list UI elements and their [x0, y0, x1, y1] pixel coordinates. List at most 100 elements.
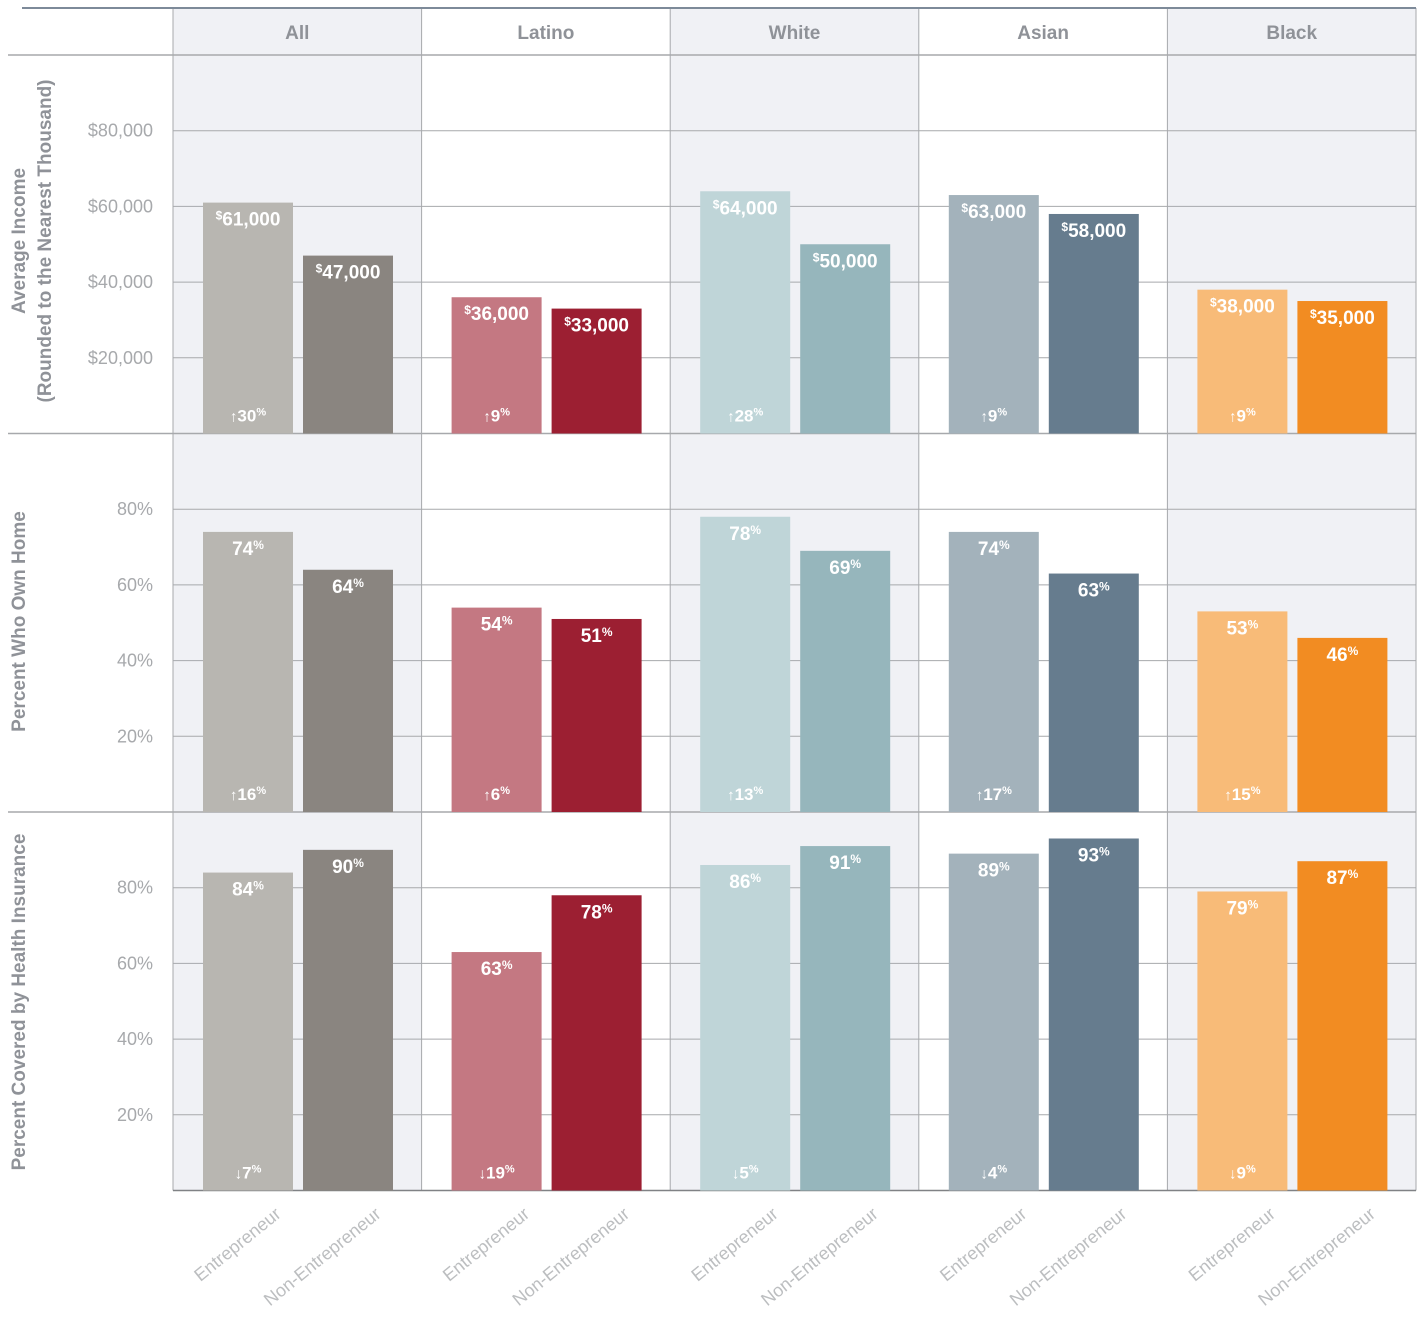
bar-all-entrepreneur [203, 872, 293, 1191]
x-category-label: Entrepreneur [1185, 1204, 1279, 1286]
difference-label: ↓7% [235, 1164, 262, 1183]
y-tick-label: 60% [117, 575, 153, 595]
y-tick-label: 20% [117, 1105, 153, 1125]
bar-all-non-entrepreneur [303, 849, 393, 1191]
data-label: 91% [829, 852, 861, 874]
bar-black-non-entrepreneur [1297, 861, 1388, 1191]
bar-latino-entrepreneur [451, 607, 542, 812]
bar-latino-entrepreneur [451, 952, 542, 1191]
data-label: 63% [1078, 580, 1110, 602]
bar-all-non-entrepreneur [303, 255, 393, 434]
y-axis-label: Average Income [9, 168, 30, 314]
y-tick-label: $40,000 [88, 272, 153, 292]
bar-black-entrepreneur [1197, 289, 1288, 434]
bar-asian-non-entrepreneur [1048, 838, 1139, 1191]
difference-label: ↑17% [976, 785, 1012, 804]
difference-label: ↑9% [980, 407, 1007, 426]
difference-label: ↓4% [980, 1164, 1007, 1183]
bar-asian-entrepreneur [948, 531, 1039, 812]
data-label: $63,000 [961, 201, 1026, 223]
y-tick-label: 40% [117, 651, 153, 671]
bar-all-entrepreneur [203, 531, 293, 812]
difference-label: ↑6% [483, 785, 510, 804]
data-label: 69% [829, 557, 861, 579]
difference-label: ↑13% [727, 785, 763, 804]
data-label: 79% [1226, 897, 1258, 919]
column-header: White [769, 23, 821, 44]
bar-white-non-entrepreneur [800, 550, 891, 812]
data-label: 74% [232, 538, 264, 560]
difference-label: ↓5% [732, 1164, 759, 1183]
bar-white-non-entrepreneur [800, 244, 891, 434]
bar-white-entrepreneur [700, 516, 791, 812]
data-label: 93% [1078, 844, 1110, 866]
bar-white-entrepreneur [700, 864, 791, 1191]
x-category-label: Entrepreneur [190, 1204, 284, 1286]
data-label: 63% [481, 958, 513, 980]
bar-black-entrepreneur [1197, 611, 1288, 812]
bar-black-non-entrepreneur [1297, 637, 1388, 812]
data-label: 54% [481, 614, 513, 636]
y-tick-label: $60,000 [88, 196, 153, 216]
data-label: 84% [232, 879, 264, 901]
data-label: 74% [978, 538, 1010, 560]
bar-latino-entrepreneur [451, 297, 542, 434]
data-label: $38,000 [1210, 296, 1275, 318]
bar-latino-non-entrepreneur [551, 895, 642, 1191]
data-label: $47,000 [316, 262, 381, 284]
x-category-label: Entrepreneur [687, 1204, 781, 1286]
y-tick-label: 80% [117, 878, 153, 898]
x-category-label: Entrepreneur [936, 1204, 1030, 1286]
data-label: 46% [1326, 644, 1358, 666]
data-label: $58,000 [1061, 220, 1126, 242]
data-label: 86% [729, 871, 761, 893]
data-label: $35,000 [1310, 307, 1375, 329]
data-label: $64,000 [713, 197, 778, 219]
bar-asian-non-entrepreneur [1048, 573, 1139, 812]
bar-asian-entrepreneur [948, 853, 1039, 1191]
column-header: Black [1266, 23, 1317, 44]
bar-asian-entrepreneur [948, 195, 1039, 434]
data-label: 78% [729, 523, 761, 545]
data-label: $33,000 [564, 315, 629, 337]
bar-latino-non-entrepreneur [551, 308, 642, 434]
difference-label: ↑28% [727, 407, 763, 426]
bar-black-entrepreneur [1197, 891, 1288, 1191]
difference-label: ↑15% [1224, 785, 1260, 804]
data-label: 90% [332, 856, 364, 878]
y-axis-label: Percent Covered by Health Insurance [9, 834, 30, 1171]
y-tick-label: 60% [117, 953, 153, 973]
difference-label: ↓19% [478, 1164, 514, 1183]
bar-all-entrepreneur [203, 202, 293, 434]
y-axis-label: Percent Who Own Home [9, 511, 30, 732]
data-label: 89% [978, 860, 1010, 882]
difference-label: ↑16% [230, 785, 266, 804]
y-tick-label: $20,000 [88, 348, 153, 368]
y-tick-label: 40% [117, 1029, 153, 1049]
column-header: Latino [517, 23, 574, 44]
column-header: Asian [1017, 23, 1069, 44]
y-tick-label: $80,000 [88, 121, 153, 141]
difference-label: ↑9% [1229, 407, 1256, 426]
data-label: $36,000 [464, 303, 529, 325]
difference-label: ↑30% [230, 407, 266, 426]
difference-label: ↓9% [1229, 1164, 1256, 1183]
bar-asian-non-entrepreneur [1048, 213, 1139, 434]
column-header: All [285, 23, 309, 44]
data-label: $61,000 [216, 209, 281, 231]
bar-white-non-entrepreneur [800, 846, 891, 1191]
data-label: $50,000 [813, 250, 878, 272]
bar-latino-non-entrepreneur [551, 618, 642, 812]
data-label: 64% [332, 576, 364, 598]
data-label: 78% [581, 901, 613, 923]
y-axis-label-line2: (Rounded to the Nearest Thousand) [35, 80, 56, 403]
y-tick-label: 20% [117, 726, 153, 746]
data-label: 51% [581, 625, 613, 647]
x-category-label: Entrepreneur [439, 1204, 533, 1286]
y-tick-label: 80% [117, 499, 153, 519]
difference-label: ↑9% [483, 407, 510, 426]
bar-black-non-entrepreneur [1297, 301, 1388, 434]
data-label: 87% [1326, 867, 1358, 889]
bar-white-entrepreneur [700, 191, 791, 434]
